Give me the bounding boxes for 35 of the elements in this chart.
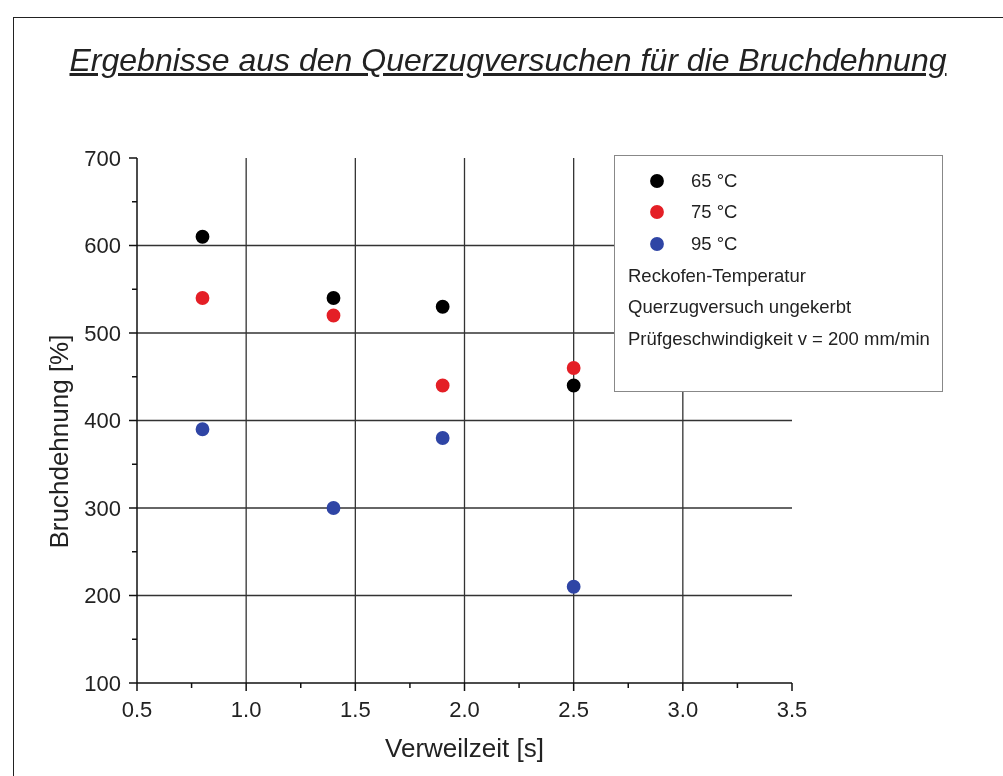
y-tick-label: 200 [84, 583, 121, 609]
point [566, 579, 581, 594]
x-tick-label: 3.0 [667, 697, 699, 722]
x-tick-label: 0.5 [121, 697, 153, 722]
legend-label: 65 °C [691, 169, 738, 192]
point [435, 299, 450, 314]
y-tick-label: 500 [84, 320, 121, 346]
y-tick-label: 700 [84, 145, 121, 171]
x-tick-label: 3.5 [776, 697, 808, 722]
point [326, 501, 341, 515]
y-tick-label: 600 [84, 233, 121, 259]
point [435, 431, 450, 445]
x-tick-label: 2.5 [558, 697, 589, 722]
y-tick-label: 300 [84, 495, 121, 521]
y-axis-title: Bruchdehnung [%] [44, 334, 74, 549]
annotation: Reckofen-Temperatur [628, 264, 806, 286]
legend-label: 75 °C [691, 201, 738, 224]
point [566, 378, 581, 393]
point [195, 291, 210, 305]
annotation: Prüfgeschwindigkeit v = 200 mm/min [628, 327, 930, 349]
x-tick-label: 1.0 [230, 697, 262, 722]
point [435, 378, 450, 393]
x-tick-label: 2.0 [449, 697, 480, 722]
point [566, 361, 581, 375]
legend-label: 95 °C [691, 232, 738, 255]
point [195, 422, 210, 437]
x-tick-label: 1.5 [340, 697, 371, 722]
y-tick-label: 100 [84, 670, 121, 696]
point [326, 308, 341, 323]
point [326, 291, 341, 305]
annotation: Querzugversuch ungekerbt [628, 296, 852, 317]
point [195, 229, 210, 244]
x-axis-title: Verweilzeit [s] [385, 733, 544, 763]
y-tick-label: 400 [84, 408, 121, 434]
chart-title: Ergebnisse aus den Querzugversuchen für die Bruchdehnung [68, 41, 948, 79]
